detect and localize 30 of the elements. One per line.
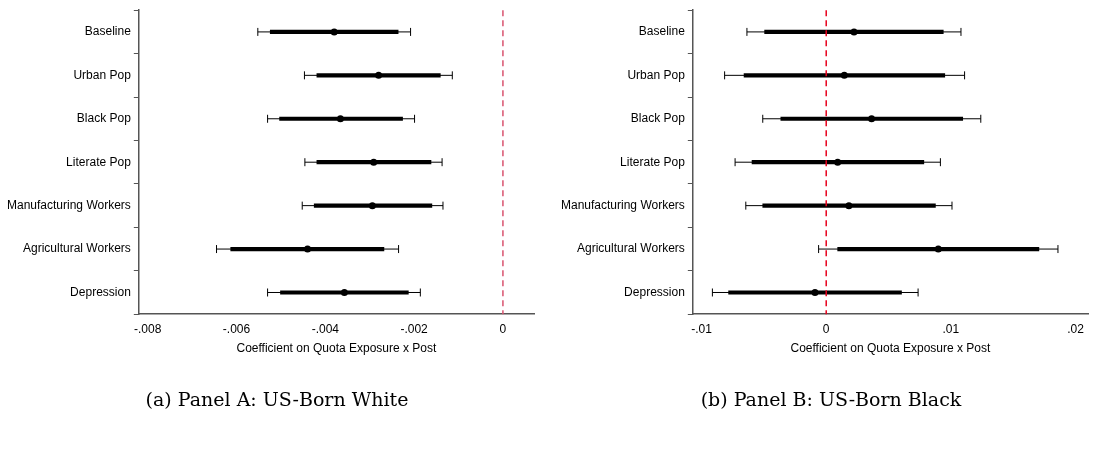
y-tick-label: Depression xyxy=(624,284,685,299)
text: (a) Panel A: US-Born White xyxy=(144,388,410,410)
x-tick-label: -.004 xyxy=(311,321,340,336)
y-tick-label: Depression xyxy=(70,284,131,299)
x-tick-label: -.002 xyxy=(400,321,429,336)
x-tick-label: -.008 xyxy=(134,321,162,336)
point xyxy=(375,71,383,79)
x-tick-label: 0 xyxy=(499,321,507,336)
x-axis-title: Coefficient on Quota Exposure x Post xyxy=(790,341,992,356)
y-tick-label: Black Pop xyxy=(630,111,686,126)
y-tick-label: Baseline xyxy=(638,24,686,39)
y-tick-label: Literate Pop xyxy=(66,154,132,169)
y-tick-label: Manufacturing Workers xyxy=(561,197,685,212)
y-tick-label: Literate Pop xyxy=(620,154,686,169)
y-tick-label: Agricultural Workers xyxy=(23,241,131,256)
x-axis-title: Coefficient on Quota Exposure x Post xyxy=(236,341,438,356)
y-tick-label: Agricultural Workers xyxy=(577,241,685,256)
point xyxy=(340,288,348,296)
x-tick-label: -.01 xyxy=(691,321,713,336)
x-tick-label: .01 xyxy=(942,321,960,336)
x-tick-label: .02 xyxy=(1067,321,1085,336)
text: (b) Panel B: US-Born Black xyxy=(699,388,963,410)
x-tick-label: 0 xyxy=(822,321,830,336)
y-tick-label: Black Pop xyxy=(76,111,132,126)
point xyxy=(336,115,344,123)
y-tick-label: Manufacturing Workers xyxy=(7,197,131,212)
y-tick-label: Urban Pop xyxy=(627,67,686,82)
y-tick-label: Urban Pop xyxy=(73,67,132,82)
x-tick-label: -.006 xyxy=(222,321,251,336)
y-tick-label: Baseline xyxy=(84,24,132,39)
